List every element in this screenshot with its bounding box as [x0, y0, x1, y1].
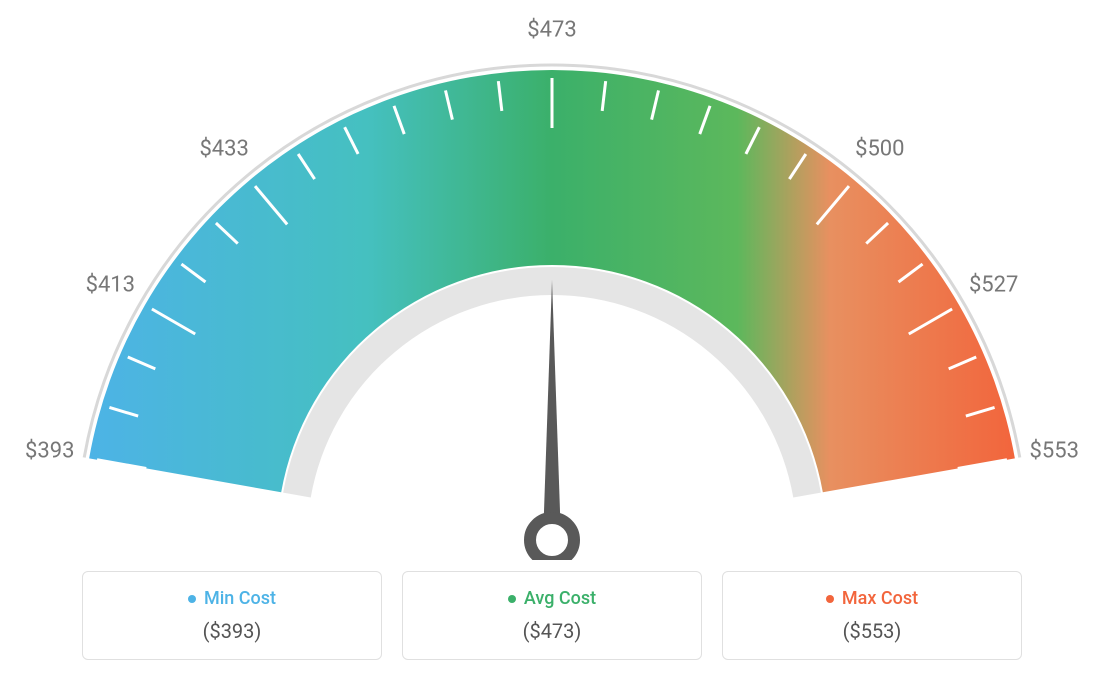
legend-title-avg: Avg Cost	[524, 588, 596, 609]
legend-value-min: ($393)	[83, 619, 381, 643]
legend-value-avg: ($473)	[403, 619, 701, 643]
legend-dot-avg	[508, 595, 516, 603]
legend-title-min: Min Cost	[204, 588, 276, 609]
legend-value-max: ($553)	[723, 619, 1021, 643]
gauge-tick-label: $473	[527, 18, 576, 43]
legend-title-row: Min Cost	[83, 588, 381, 609]
gauge-tick-label: $527	[969, 273, 1018, 298]
gauge-tick-label: $393	[25, 439, 74, 464]
legend-card-min: Min Cost ($393)	[82, 571, 382, 660]
legend-dot-min	[188, 595, 196, 603]
gauge-tick-label: $500	[855, 137, 904, 162]
legend-card-avg: Avg Cost ($473)	[402, 571, 702, 660]
legend-title-row: Max Cost	[723, 588, 1021, 609]
legend-title-row: Avg Cost	[403, 588, 701, 609]
legend-card-max: Max Cost ($553)	[722, 571, 1022, 660]
legend-dot-max	[826, 595, 834, 603]
legend-title-max: Max Cost	[842, 588, 918, 609]
gauge-tick-label: $413	[86, 273, 135, 298]
gauge-tick-label: $553	[1030, 439, 1079, 464]
gauge-chart: $393 $413 $433 $473 $500 $527 $553	[0, 0, 1104, 560]
gauge-svg	[0, 0, 1104, 560]
legend-row: Min Cost ($393) Avg Cost ($473) Max Cost…	[0, 571, 1104, 660]
gauge-tick-label: $433	[199, 137, 248, 162]
